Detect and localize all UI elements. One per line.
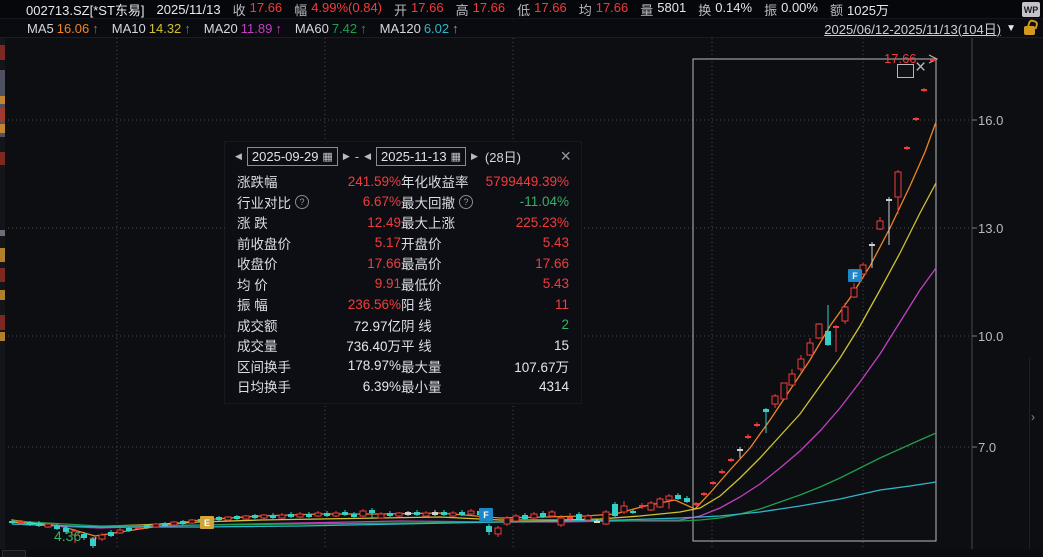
end-date-input[interactable]: 2025-11-13 ▦ [376,146,466,166]
strip-fragment [0,332,5,341]
event-badge-e[interactable]: E [200,516,214,529]
quote-field: 收 17.66 [232,0,283,18]
ma-item: MA120 6.02 ↑ [379,20,459,36]
y-axis-label: 16.0 [978,113,1004,128]
ma-items: MA5 16.06 ↑ MA10 14.32 ↑ MA20 11.89 ↑ MA… [27,21,811,36]
strip-fragment [0,124,5,133]
help-icon[interactable]: ? [459,194,473,209]
ma-line-ma20 [11,267,937,529]
calendar-icon: ▦ [450,150,461,163]
chevron-down-icon[interactable]: ▼ [1006,22,1016,34]
trend-up-icon: ↑ [360,20,367,36]
strip-fragment [0,108,5,122]
strip-fragment [0,230,5,236]
ma-line-ma120 [11,481,937,528]
collapse-chevron-icon[interactable]: › [1031,410,1035,424]
start-date-input[interactable]: 2025-09-29 ▦ [246,146,338,166]
next-end-date-icon[interactable]: ▶ [470,150,478,161]
stat-row: 收盘价 17.66 最高价 17.66 [237,255,569,273]
trend-up-icon: ↑ [184,20,191,36]
stat-row: 成交量 736.40万 平 线 15 [237,337,569,355]
range-day-count: (28日) [484,149,522,165]
strip-fragment [0,45,5,60]
stat-row: 行业对比? 6.67% 最大回撤? -11.04% [237,194,569,211]
min-price-label: 4.36 → [54,528,99,544]
stat-row: 区间换手 178.97% 最大量 107.67万 [237,358,569,375]
bottom-strip [0,549,1043,557]
min-marker-arrow-icon: → [87,529,100,543]
start-date-value: 2025-09-29 [251,148,319,164]
event-badge-f[interactable]: F [848,269,862,282]
date-range-selector[interactable]: 2025/06/12-2025/11/13(104日) [824,21,1002,37]
ma-item: MA60 7.42 ↑ [294,20,367,36]
chart-canvas[interactable] [0,38,1043,557]
ma-line-ma10 [11,182,937,528]
zoom-box-icon[interactable] [897,64,914,78]
wp-badge[interactable]: WP [1022,2,1040,17]
strip-fragment [0,248,5,262]
strip-fragment [0,152,5,165]
calendar-icon: ▦ [322,150,333,163]
bottom-left-box [2,550,26,557]
end-date-value: 2025-11-13 [381,148,447,164]
min-price-value: 4.36 [54,528,82,544]
trend-up-icon: ↑ [452,20,459,36]
stat-row: 日均换手 6.39% 最小量 4314 [237,378,569,396]
max-price-label: 17.66 [884,51,917,66]
y-axis-label: 7.0 [978,440,997,455]
left-edge-strip [0,38,5,557]
event-badge-f[interactable]: F [479,508,493,521]
stat-row: 振 幅 236.56% 阳 线 11 [237,296,569,314]
quote-field: 均 17.66 [578,0,629,18]
trend-up-icon: ↑ [92,20,99,36]
prev-end-date-icon[interactable]: ◀ [364,150,372,161]
strip-fragment [0,315,5,330]
quote-field: 幅 4.99%(0.84) [294,0,383,18]
stock-code: 002713.SZ[*ST东易] [26,2,145,18]
ma-item: MA5 16.06 ↑ [27,20,99,36]
strip-fragment [0,290,5,300]
prev-start-date-icon[interactable]: ◀ [235,150,242,161]
range-stats-popup: ◀ 2025-09-29 ▦ ▶ - ◀ 2025-11-13 ▦ ▶ (28日… [225,142,581,403]
quote-field: 高 17.66 [455,0,506,18]
y-axis-label: 10.0 [978,329,1004,344]
candlestick-chart[interactable]: 17.66 × 4.36 → › ◀ 2025-09-29 ▦ ▶ - ◀ 20… [0,38,1043,557]
quote-field: 换 0.14% [698,0,753,18]
next-start-date-icon[interactable]: ▶ [342,150,350,161]
quote-field: 开 17.66 [394,0,444,18]
lock-icon[interactable] [1024,25,1035,35]
stat-row: 涨跌幅 241.59% 年化收益率 5799449.39% [237,173,569,191]
date-separator: - [354,148,360,164]
quote-topbar: 002713.SZ[*ST东易] 2025/11/13 收 17.66 幅 4.… [0,0,1043,19]
right-panel-divider [1029,358,1030,557]
ma-item: MA20 11.89 ↑ [203,20,282,36]
y-axis-label: 13.0 [978,221,1004,236]
help-icon[interactable]: ? [295,194,309,209]
close-selection-icon[interactable]: × [915,57,927,78]
ma-indicator-bar: MA5 16.06 ↑ MA10 14.32 ↑ MA20 11.89 ↑ MA… [0,19,1043,38]
ma-item: MA10 14.32 ↑ [111,20,191,36]
stat-row: 成交额 72.97亿 阴 线 2 [237,317,569,334]
quote-field: 额 1025万 [829,2,889,18]
quote-field: 量 5801 [640,0,687,18]
strip-fragment [0,268,5,282]
stat-row: 均 价 9.91 最低价 5.43 [237,276,569,293]
quote-field: 振 0.00% [764,0,818,18]
trend-up-icon: ↑ [275,20,282,36]
quote-field: 低 17.66 [517,0,567,18]
stat-row: 涨 跌 12.49 最大上涨 225.23% [237,214,569,232]
quote-date: 2025/11/13 [156,1,221,17]
popup-close-icon[interactable]: × [560,146,571,166]
strip-fragment [0,96,5,104]
popup-stats: 涨跌幅 241.59% 年化收益率 5799449.39% 行业对比? 6.67… [225,170,581,403]
topbar-fields: 收 17.66 幅 4.99%(0.84) 开 17.66 高 17.66 低 … [233,0,1043,19]
stat-row: 前收盘价 5.17 开盘价 5.43 [237,235,569,252]
popup-header: ◀ 2025-09-29 ▦ ▶ - ◀ 2025-11-13 ▦ ▶ (28日… [225,142,581,170]
